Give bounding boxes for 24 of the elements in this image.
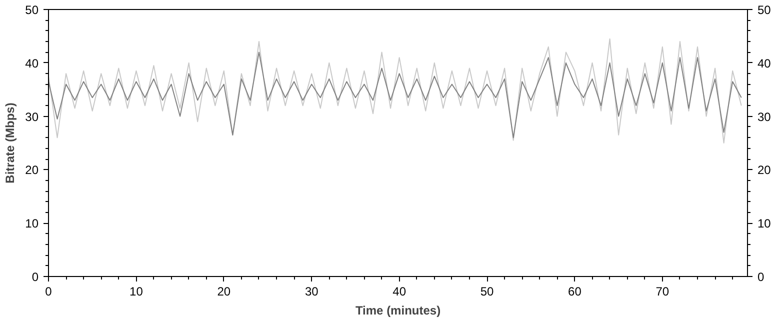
x-tick-label: 60	[568, 284, 582, 298]
x-tick-label: 40	[392, 284, 406, 298]
x-tick-label: 10	[130, 284, 144, 298]
x-tick-label: 20	[217, 284, 231, 298]
x-tick-label: 0	[45, 284, 52, 298]
y2-tick-label: 50	[758, 3, 772, 17]
x-tick-label: 30	[304, 284, 319, 298]
y-tick-label: 50	[25, 3, 39, 17]
y2-tick-label: 40	[758, 56, 772, 70]
y-tick-label: 10	[25, 216, 39, 231]
y2-tick-label: 20	[758, 163, 772, 178]
line-series	[48, 38, 742, 144]
y-tick-label: 30	[25, 110, 39, 124]
y-tick-label: 0	[32, 270, 39, 284]
y-axis-title: Bitrate (Mbps)	[3, 102, 18, 184]
line-series	[48, 52, 742, 138]
x-tick-label: 50	[480, 284, 494, 298]
y2-tick-label: 10	[758, 216, 772, 231]
x-tick-label: 70	[656, 284, 670, 298]
y2-tick-label: 30	[758, 110, 772, 124]
y-tick-label: 20	[25, 163, 39, 178]
x-axis-title: Time (minutes)	[355, 304, 441, 318]
y-tick-label: 40	[25, 56, 39, 70]
y2-tick-label: 0	[758, 270, 764, 284]
